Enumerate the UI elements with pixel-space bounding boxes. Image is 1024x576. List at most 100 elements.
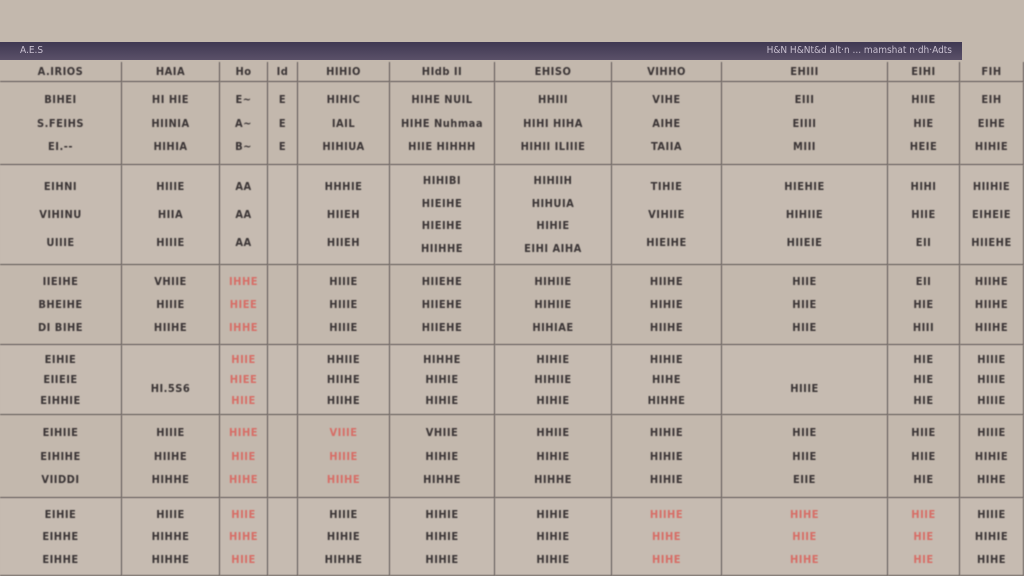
cell-text: HIHIE: [425, 507, 459, 521]
cell-text: EIHIE: [44, 507, 77, 521]
cell-text: HIIE: [911, 449, 936, 463]
cell-text: BHEIHE: [38, 298, 83, 311]
cell-text: EI.--: [48, 140, 73, 154]
cell-text: HIINIA: [151, 116, 190, 130]
cell-text: VIIDDI: [41, 473, 80, 487]
cell-text: HIHI: [910, 180, 937, 193]
cell-text: HIIE: [792, 449, 817, 463]
cell-text: HIIEHE: [421, 321, 463, 334]
cell-text: VIHINU: [39, 208, 82, 221]
table-cell: HIHIBI HIEIHE HIEIHE HIIHHE: [390, 165, 495, 265]
cell-text: HIHIE: [974, 449, 1009, 463]
cell-text: HIIIE: [329, 449, 358, 463]
cell-text: EIHHE: [42, 530, 79, 543]
cell-text: HIIE: [231, 393, 256, 407]
table-cell: HIIHE HIIHE HIIHE: [960, 265, 1024, 345]
cell-text: IHHE: [228, 321, 258, 334]
cell-text: HIHIUA: [322, 140, 365, 154]
cell-text: HIIHE: [974, 321, 1009, 334]
table-cell: HIHE HIIE HIHE: [220, 415, 268, 498]
cell-text: HIIHE: [649, 321, 684, 334]
cell-text: HIHIE: [425, 373, 459, 386]
cell-text: VIIIE: [329, 425, 358, 439]
cell-text: HIIHE: [974, 298, 1009, 311]
cell-text: HIHIE: [649, 298, 684, 311]
cell-text: HIHIE: [649, 473, 684, 487]
cell-text: HIHE: [228, 473, 258, 487]
table-cell: HIIE HIE HIE: [888, 498, 960, 576]
table-cell: IHHE HIEE IHHE: [220, 265, 268, 345]
cell-text: HIHIIE: [785, 208, 824, 221]
cell-text: HIHIE: [536, 552, 570, 566]
cell-text: HIHE: [651, 552, 681, 566]
cell-text: HIHIE: [425, 552, 459, 566]
cell-text: HI.5S6: [150, 382, 191, 396]
cell-text: HIE: [913, 530, 934, 543]
column-header: A.IRIOS: [0, 62, 122, 82]
cell-text: HIIIE: [977, 393, 1006, 407]
cell-text: HIIIE: [977, 373, 1006, 386]
table-cell: HIIEHE HIIEHE HIIEHE: [390, 265, 495, 345]
column-header: Ho: [220, 62, 268, 82]
header-bar-title: H&N H&Nt&d alt·n ... mamshat n·dh·Adts: [132, 42, 962, 60]
cell-text: HIIE: [231, 449, 256, 463]
cell-text: TAIIA: [650, 140, 683, 154]
cell-text: HIHE: [651, 530, 681, 543]
cell-text: HIIHE: [649, 507, 684, 521]
cell-text: VIHIIE: [648, 208, 685, 221]
cell-text: IHHE: [228, 275, 258, 288]
cell-text: HIIIE: [790, 382, 819, 396]
cell-text: AA: [235, 236, 252, 249]
cell-text: HIIIE: [329, 321, 358, 334]
cell-text: HIIIE: [329, 275, 358, 288]
table-cell: VHIIE HIHIE HIHHE: [390, 415, 495, 498]
table-cell: HIE HIE HIE: [888, 345, 960, 415]
cell-text: HIHE: [789, 507, 819, 521]
cell-text: HIE: [913, 473, 934, 487]
cell-text: HIIHE: [326, 373, 361, 386]
cell-text: HIHIE: [536, 393, 570, 407]
cell-text: HIHIE: [536, 219, 570, 233]
table-cell: EII HIE HIII: [888, 265, 960, 345]
table-cell: TIHIE VIHIIE HIEIHE: [612, 165, 722, 265]
table-cell: VIHE AIHE TAIIA: [612, 82, 722, 165]
cell-text: EIHNI: [43, 180, 78, 193]
cell-text: HIHIE: [649, 425, 684, 439]
cell-text: HIIE: [792, 298, 817, 311]
table-cell: HIHIE HIHIIE HIHIE: [495, 345, 612, 415]
column-header: VIHHO: [612, 62, 722, 82]
cell-text: HIEE: [229, 298, 258, 311]
cell-text: VHIIE: [154, 275, 187, 288]
table-cell: EIHNI VIHINU UIIIE: [0, 165, 122, 265]
cell-text: HIIIE: [329, 298, 358, 311]
cell-text: Id: [276, 65, 289, 78]
cell-text: HIIE: [231, 352, 256, 366]
table-cell: HIIE HIE HEIE: [888, 82, 960, 165]
cell-text: HIHHE: [151, 473, 190, 487]
cell-text: HIHIE: [326, 530, 361, 543]
cell-text: HIHUIA: [531, 196, 575, 210]
cell-text: EIHHE: [42, 552, 79, 566]
table-cell: AA AA AA: [220, 165, 268, 265]
table-cell: HIIIE HIIA HIIIE: [122, 165, 220, 265]
table-cell: HIIE HIIE EIIE: [722, 415, 888, 498]
table-cell: HIIHE HIHE HIHE: [612, 498, 722, 576]
cell-text: HIIHIE: [972, 180, 1011, 193]
cell-text: UIIIE: [46, 236, 75, 249]
cell-text: HEIE: [909, 140, 938, 154]
cell-text: EHISO: [534, 65, 572, 78]
table-cell: E~ A~ B~: [220, 82, 268, 165]
column-header: EHISO: [495, 62, 612, 82]
table-cell: [268, 498, 298, 576]
cell-text: HIHE: [789, 552, 819, 566]
cell-text: HIHHE: [647, 393, 686, 407]
cell-text: EIH: [981, 92, 1002, 106]
cell-text: HIHIIE: [534, 373, 572, 386]
table-cell: HIHIE HIHE HIHHE: [612, 345, 722, 415]
cell-text: HIIE: [911, 208, 936, 221]
table-cell: HIIE HIHE HIIE: [220, 498, 268, 576]
cell-text: HIHE: [228, 425, 258, 439]
cell-text: EIHE: [977, 116, 1006, 130]
cell-text: HIIHE: [326, 393, 361, 407]
table-cell: [268, 165, 298, 265]
